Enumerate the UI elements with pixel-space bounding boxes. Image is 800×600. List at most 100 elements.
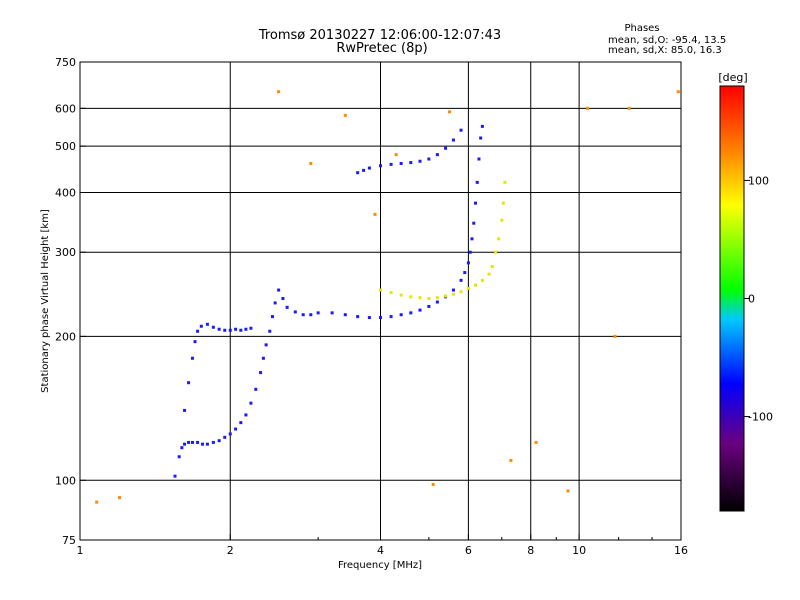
colorbar-tick-label: 0: [748, 293, 755, 306]
data-point: [418, 308, 422, 312]
data-point: [473, 201, 477, 205]
data-point: [451, 288, 455, 292]
data-point: [183, 442, 187, 446]
data-point: [487, 272, 491, 276]
data-point: [472, 221, 476, 225]
data-point: [394, 153, 398, 157]
data-point: [249, 401, 253, 405]
data-point: [367, 316, 371, 320]
data-point: [193, 340, 197, 344]
data-point: [431, 482, 435, 486]
y-tick-label: 200: [55, 330, 76, 343]
data-point: [427, 157, 431, 161]
data-point: [459, 290, 463, 294]
data-point: [444, 294, 448, 298]
data-point: [199, 324, 203, 328]
data-point: [118, 496, 122, 500]
data-point: [627, 106, 631, 110]
colorbar-label: [deg]: [718, 71, 747, 84]
data-point: [613, 334, 617, 338]
colorbar-tick-label: 100: [748, 174, 769, 187]
data-point: [389, 291, 393, 295]
data-point: [356, 315, 360, 319]
data-point: [95, 500, 99, 504]
data-point: [268, 329, 272, 333]
y-axis-label: Stationary phase Virtual Height [km]: [40, 209, 51, 393]
data-point: [273, 301, 277, 305]
data-point: [356, 171, 360, 175]
y-tick-label: 75: [62, 534, 76, 547]
data-point: [379, 164, 382, 168]
data-point: [427, 304, 431, 308]
data-point: [316, 311, 320, 315]
data-point: [497, 237, 501, 241]
data-point: [473, 283, 477, 287]
data-point: [343, 313, 347, 317]
data-point: [201, 442, 205, 446]
x-tick-label: 6: [465, 544, 472, 557]
data-point: [459, 128, 463, 132]
x-tick-label: 2: [227, 544, 234, 557]
x-tick-label: 4: [377, 544, 384, 557]
data-point: [196, 440, 200, 444]
data-point: [254, 387, 258, 391]
grid: [80, 62, 681, 540]
data-point: [234, 327, 238, 331]
data-point: [239, 421, 243, 425]
data-point: [389, 315, 393, 319]
data-point: [239, 328, 243, 332]
data-point: [211, 440, 215, 444]
data-point: [187, 440, 191, 444]
data-point: [190, 440, 194, 444]
data-point: [468, 250, 472, 254]
data-point: [309, 313, 313, 317]
data-point: [362, 168, 366, 172]
data-point: [459, 278, 463, 282]
data-point: [190, 356, 194, 360]
data-point: [435, 300, 439, 304]
data-point: [261, 356, 265, 360]
data-point: [187, 381, 191, 385]
data-point: [177, 455, 181, 459]
y-tick-label: 100: [55, 474, 76, 487]
data-point: [281, 297, 285, 301]
data-point: [399, 161, 403, 165]
data-point: [183, 408, 187, 412]
data-point: [418, 159, 422, 163]
data-point: [448, 110, 452, 114]
data-point: [500, 218, 504, 222]
data-point: [264, 343, 268, 347]
y-tick-label: 600: [55, 102, 76, 115]
data-point: [309, 161, 313, 165]
data-point: [249, 326, 253, 330]
data-point: [509, 458, 513, 462]
data-point: [293, 310, 297, 314]
data-point: [367, 166, 371, 170]
data-point: [409, 295, 413, 299]
data-point: [205, 322, 209, 326]
data-point: [389, 162, 393, 166]
data-point: [676, 90, 680, 94]
axis-ticks: 1 2 4 6 8 10 16 75 100 200 300 400 500 600 750: [55, 56, 688, 557]
data-point: [244, 413, 248, 417]
data-point: [270, 315, 274, 319]
data-point: [205, 442, 209, 446]
data-point: [477, 157, 481, 161]
data-point: [234, 427, 238, 431]
stats-line-x: mean, sd,X: 85.0, 16.3: [608, 45, 722, 56]
data-point: [409, 311, 413, 315]
data-point: [534, 440, 538, 444]
data-point: [409, 161, 413, 165]
data-point: [277, 90, 281, 94]
data-point: [586, 106, 590, 110]
y-tick-label: 500: [55, 140, 76, 153]
data-point: [466, 286, 470, 290]
colorbar-ticks: 100 0 -100: [744, 174, 773, 424]
y-tick-label: 400: [55, 186, 76, 199]
data-point: [211, 325, 215, 329]
data-point: [435, 296, 439, 300]
data-points: [95, 90, 680, 504]
data-point: [399, 293, 403, 297]
y-tick-label: 300: [55, 246, 76, 259]
colorbar: [719, 85, 745, 512]
